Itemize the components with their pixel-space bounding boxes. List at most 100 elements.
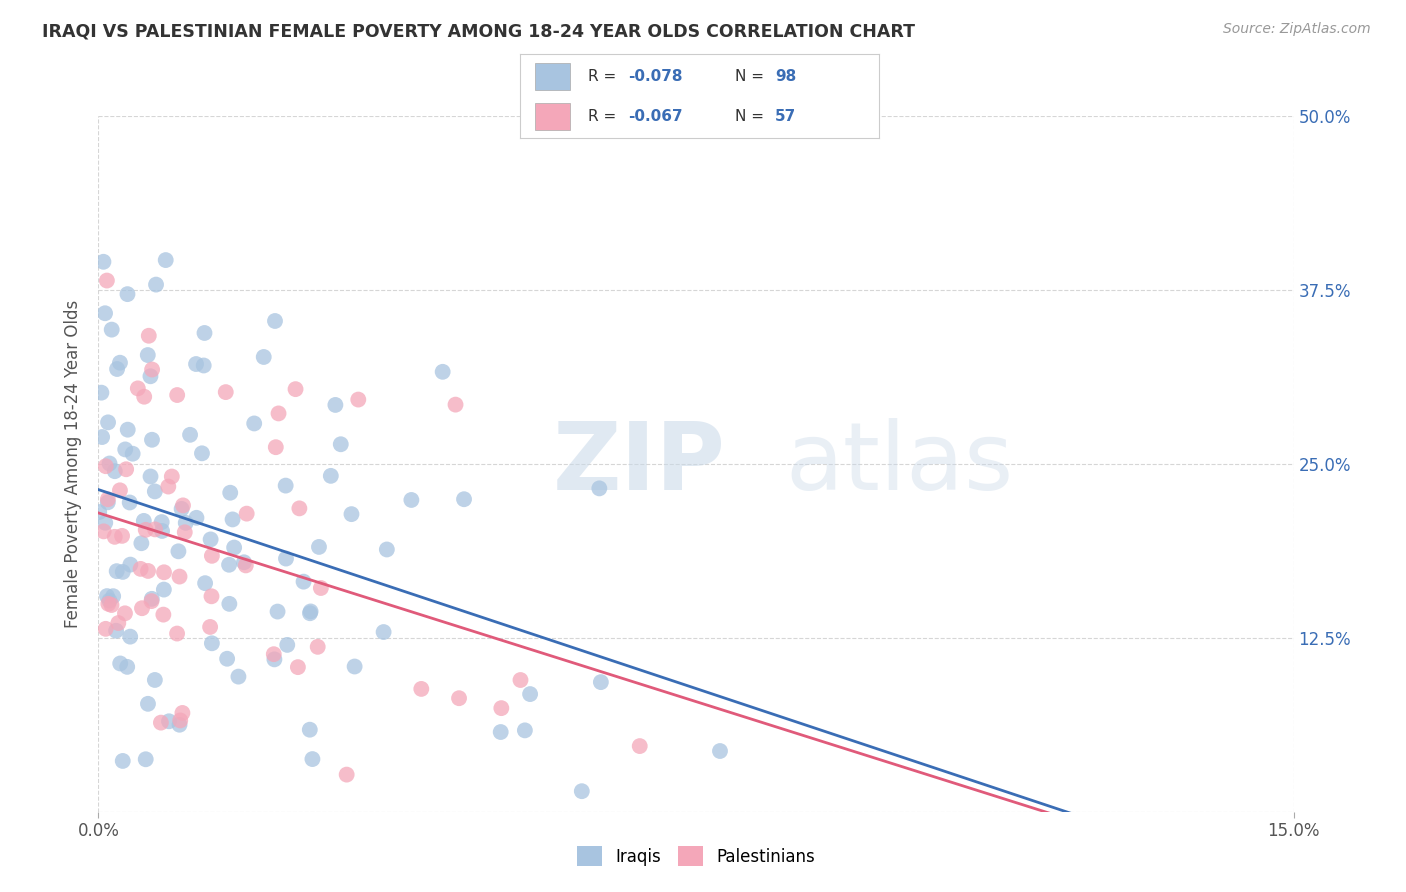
Point: [160, 469, 183, 483]
Point: [274, 478, 297, 492]
Point: [127, 381, 149, 395]
Point: [114, 442, 136, 457]
Point: [115, 660, 138, 674]
Point: [193, 359, 215, 373]
Point: [343, 659, 366, 673]
Point: [135, 752, 157, 766]
Point: [193, 326, 215, 340]
Point: [94, 622, 117, 636]
Point: [491, 701, 513, 715]
Point: [217, 652, 239, 666]
Point: [264, 314, 287, 328]
Point: [141, 594, 163, 608]
Point: [139, 469, 162, 483]
Point: [136, 564, 159, 578]
Point: [136, 348, 159, 362]
Text: R =: R =: [588, 109, 621, 124]
Point: [96, 274, 118, 288]
Point: [170, 501, 193, 516]
Point: [138, 328, 160, 343]
Point: [100, 598, 122, 612]
Point: [97, 597, 120, 611]
Point: [319, 468, 342, 483]
Point: [571, 784, 593, 798]
FancyBboxPatch shape: [534, 62, 571, 90]
Point: [347, 392, 370, 407]
Point: [235, 558, 257, 573]
Point: [153, 566, 176, 580]
Point: [120, 558, 142, 572]
Point: [489, 725, 512, 739]
Point: [121, 447, 143, 461]
Point: [97, 416, 120, 430]
Point: [152, 607, 174, 622]
Text: IRAQI VS PALESTINIAN FEMALE POVERTY AMONG 18-24 YEAR OLDS CORRELATION CHART: IRAQI VS PALESTINIAN FEMALE POVERTY AMON…: [42, 22, 915, 40]
Point: [224, 541, 246, 555]
Point: [401, 493, 423, 508]
Point: [117, 423, 139, 437]
Point: [264, 440, 287, 454]
Point: [253, 350, 276, 364]
Point: [105, 362, 128, 376]
Point: [172, 499, 194, 513]
Point: [97, 495, 120, 509]
Point: [155, 253, 177, 268]
Point: [134, 390, 156, 404]
Point: [287, 660, 309, 674]
Point: [453, 492, 475, 507]
Point: [194, 576, 217, 591]
Point: [153, 582, 176, 597]
Point: [166, 388, 188, 402]
Point: [141, 591, 163, 606]
Text: ZIP: ZIP: [553, 417, 725, 510]
Point: [141, 362, 163, 376]
Point: [143, 673, 166, 687]
Point: [94, 459, 117, 474]
Point: [94, 306, 117, 320]
Point: [174, 516, 197, 530]
Text: -0.067: -0.067: [627, 109, 682, 124]
Point: [263, 652, 285, 666]
Point: [201, 636, 224, 650]
Point: [101, 589, 124, 603]
Point: [276, 638, 298, 652]
Point: [218, 597, 240, 611]
Point: [288, 501, 311, 516]
Y-axis label: Female Poverty Among 18-24 Year Olds: Female Poverty Among 18-24 Year Olds: [65, 300, 83, 628]
Point: [100, 323, 122, 337]
Point: [198, 620, 221, 634]
Text: atlas: atlas: [786, 417, 1014, 510]
Point: [169, 714, 191, 728]
Point: [118, 495, 141, 509]
Point: [628, 739, 651, 753]
Point: [149, 715, 172, 730]
Point: [200, 533, 222, 547]
Point: [186, 510, 208, 524]
Point: [200, 589, 222, 603]
Text: 98: 98: [775, 69, 796, 84]
Point: [169, 569, 191, 583]
Point: [519, 687, 541, 701]
Point: [191, 446, 214, 460]
Text: 57: 57: [775, 109, 796, 124]
Text: Source: ZipAtlas.com: Source: ZipAtlas.com: [1223, 22, 1371, 37]
Point: [284, 382, 307, 396]
Point: [235, 507, 257, 521]
Point: [111, 529, 134, 543]
Point: [150, 515, 173, 529]
Point: [115, 462, 138, 476]
Point: [325, 398, 347, 412]
Text: -0.078: -0.078: [627, 69, 682, 84]
Point: [509, 673, 531, 687]
Point: [96, 589, 118, 603]
Point: [131, 536, 153, 550]
Text: N =: N =: [735, 69, 769, 84]
Point: [89, 505, 111, 519]
Point: [218, 558, 240, 572]
Point: [120, 630, 142, 644]
Point: [179, 427, 201, 442]
Point: [143, 484, 166, 499]
Point: [173, 525, 195, 540]
Point: [93, 254, 115, 268]
Point: [98, 593, 121, 607]
